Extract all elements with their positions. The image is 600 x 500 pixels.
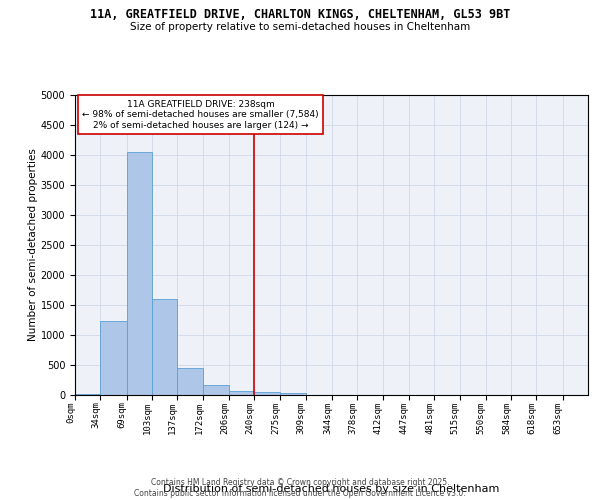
Bar (229, 390, 254, 395)
Bar (127, 152, 152, 395)
X-axis label: Distribution of semi-detached houses by size in Cheltenham: Distribution of semi-detached houses by … (163, 484, 500, 494)
Text: 11A, GREATFIELD DRIVE, CHARLTON KINGS, CHELTENHAM, GL53 9BT: 11A, GREATFIELD DRIVE, CHARLTON KINGS, C… (90, 8, 510, 20)
Text: 11A GREATFIELD DRIVE: 238sqm
← 98% of semi-detached houses are smaller (7,584)
2: 11A GREATFIELD DRIVE: 238sqm ← 98% of se… (82, 100, 319, 130)
Bar (254, 392, 280, 395)
Bar (152, 299, 178, 395)
Bar (178, 368, 203, 395)
Bar (280, 393, 306, 395)
Text: Size of property relative to semi-detached houses in Cheltenham: Size of property relative to semi-detach… (130, 22, 470, 32)
Bar (75, 394, 100, 395)
Bar (100, 321, 127, 395)
Text: Contains HM Land Registry data © Crown copyright and database right 2025.
Contai: Contains HM Land Registry data © Crown c… (134, 478, 466, 498)
Y-axis label: Number of semi-detached properties: Number of semi-detached properties (28, 148, 38, 342)
Bar (203, 386, 229, 395)
